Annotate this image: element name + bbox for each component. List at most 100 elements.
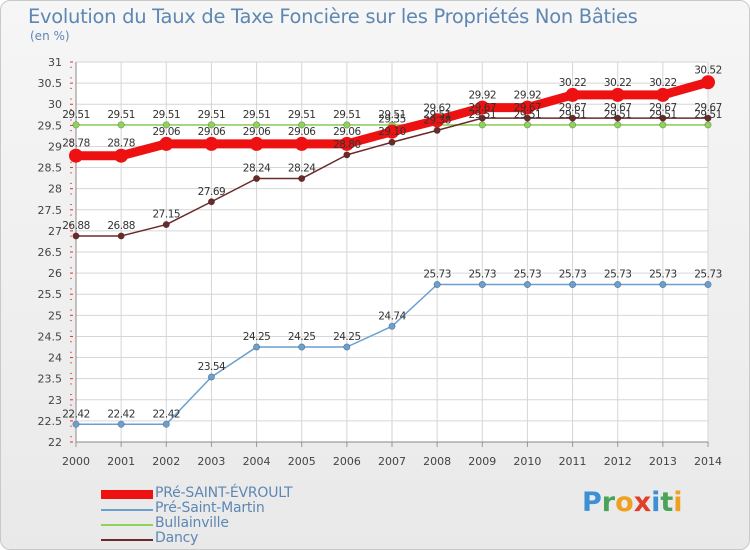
data-label: 30.52 (694, 64, 722, 76)
data-point (388, 138, 396, 146)
data-point (204, 136, 219, 151)
data-point (207, 121, 215, 129)
data-label: 29.35 (378, 114, 406, 126)
legend-swatch (101, 539, 153, 541)
y-tick-label: 27.5 (38, 204, 63, 217)
data-point (523, 121, 531, 129)
data-point (162, 221, 170, 229)
x-tick-label: 2004 (243, 455, 271, 468)
data-point (523, 114, 531, 122)
y-tick-label: 28 (48, 183, 62, 196)
y-tick-label: 25.5 (38, 288, 63, 301)
data-point (385, 124, 399, 139)
data-point (704, 114, 712, 122)
data-label: 26.88 (107, 220, 135, 232)
proxiti-logo: Proxiti (582, 487, 683, 518)
data-point (704, 281, 712, 289)
data-label: 25.73 (423, 269, 451, 281)
y-tick-label: 30 (48, 98, 62, 111)
data-label: 29.51 (378, 109, 406, 121)
y-tick-label: 26.5 (38, 246, 63, 259)
legend-label: PRé-SAINT-ÉVROULT (155, 485, 293, 501)
data-label: 29.92 (469, 90, 497, 102)
logo-letter: P (582, 487, 602, 518)
x-tick-label: 2001 (107, 455, 135, 468)
data-label: 29.38 (423, 114, 451, 126)
legend-item: Pré-Saint-Martin (101, 500, 361, 517)
x-tick-label: 2011 (559, 455, 587, 468)
data-label: 29.51 (514, 109, 542, 121)
data-label: 29.67 (469, 102, 497, 114)
data-label: 22.42 (153, 408, 181, 420)
data-label: 28.24 (288, 163, 316, 175)
data-label: 24.74 (378, 310, 406, 322)
logo-letter: i (673, 487, 683, 518)
data-label: 24.25 (333, 331, 361, 343)
data-point (388, 322, 396, 330)
data-point (207, 373, 215, 381)
x-tick-label: 2014 (694, 455, 722, 468)
legend: PRé-SAINT-ÉVROULT Pré-Saint-Martin Bulla… (101, 485, 361, 547)
y-tick-label: 24.5 (38, 330, 63, 343)
data-label: 29.67 (514, 102, 542, 114)
data-label: 29.06 (288, 126, 316, 138)
data-label: 29.51 (694, 109, 722, 121)
x-tick-label: 2013 (649, 455, 677, 468)
data-label: 29.51 (423, 109, 451, 121)
data-point (478, 121, 486, 129)
data-point (72, 121, 80, 129)
data-label: 29.51 (559, 109, 587, 121)
y-tick-label: 23.5 (38, 373, 63, 386)
data-label: 29.10 (378, 126, 406, 138)
data-label: 29.51 (288, 109, 316, 121)
y-tick-label: 30.5 (38, 77, 63, 90)
logo-letter: r (601, 487, 616, 518)
data-point (253, 343, 261, 351)
data-point (659, 114, 667, 122)
data-label: 25.73 (469, 269, 497, 281)
x-tick-label: 2002 (152, 455, 180, 468)
data-point (117, 420, 125, 428)
y-tick-label: 26 (48, 267, 62, 280)
data-point (162, 420, 170, 428)
data-point (433, 281, 441, 289)
data-label: 29.67 (694, 102, 722, 114)
y-tick-label: 28.5 (38, 162, 63, 175)
chart-title: Evolution du Taux de Taxe Foncière sur l… (28, 5, 638, 28)
data-label: 29.51 (107, 109, 135, 121)
data-label: 29.67 (559, 102, 587, 114)
data-point (433, 126, 441, 134)
legend-swatch (101, 490, 153, 499)
logo-letter: o (615, 487, 634, 518)
data-point (294, 136, 309, 151)
logo-letter: i (651, 487, 661, 518)
data-label: 29.51 (243, 109, 271, 121)
data-label: 28.78 (62, 138, 90, 150)
data-label: 23.54 (198, 361, 226, 373)
data-label: 29.06 (198, 126, 226, 138)
y-tick-label: 23 (48, 394, 62, 407)
data-label: 28.78 (107, 138, 135, 150)
data-point (298, 175, 306, 183)
data-label: 28.80 (333, 139, 361, 151)
data-point (614, 281, 622, 289)
data-label: 29.51 (333, 109, 361, 121)
x-tick-label: 2005 (288, 455, 316, 468)
legend-label: Dancy (155, 530, 199, 546)
data-point (343, 343, 351, 351)
data-point (72, 420, 80, 428)
data-label: 29.06 (153, 126, 181, 138)
data-point (343, 121, 351, 129)
legend-swatch (101, 509, 153, 511)
legend-label: Bullainville (155, 515, 229, 531)
data-label: 29.06 (243, 126, 271, 138)
data-label: 29.62 (423, 102, 451, 114)
data-label: 29.51 (649, 109, 677, 121)
data-label: 25.73 (514, 269, 542, 281)
x-tick-label: 2008 (423, 455, 451, 468)
data-label: 25.73 (694, 269, 722, 281)
y-tick-label: 27 (48, 225, 62, 238)
data-point (475, 100, 490, 115)
data-point (162, 121, 170, 129)
legend-item: PRé-SAINT-ÉVROULT (101, 485, 361, 502)
